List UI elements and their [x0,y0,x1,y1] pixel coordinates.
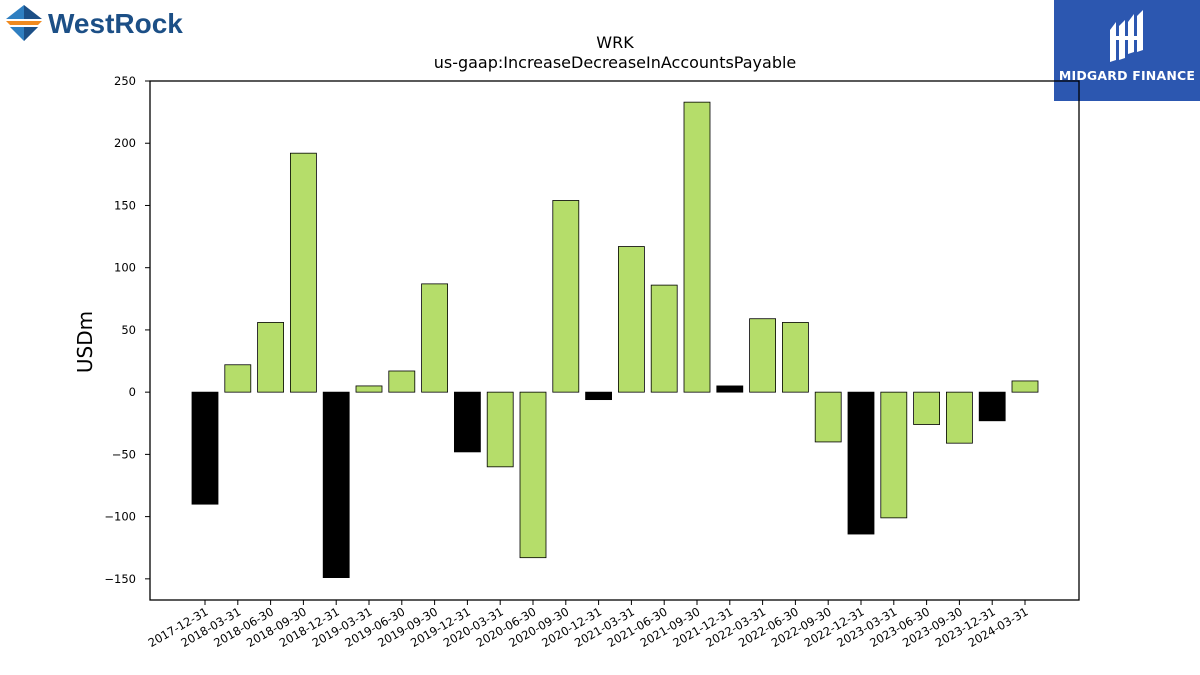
bar [289,152,317,393]
bar [913,391,940,425]
bar [880,391,908,519]
bars-group [191,101,1039,578]
bar [847,391,875,535]
bar [552,200,580,393]
bar [978,391,1006,422]
y-axis: 250 200 150 100 50 0 −50 −100 −150 [104,74,150,586]
chart-title: WRK [596,33,634,52]
bar [388,370,416,393]
bar [191,391,219,505]
bar [322,391,350,578]
bar [453,391,481,453]
bar [716,385,744,393]
bar [486,391,514,468]
westrock-wordmark: WestRock [48,8,183,39]
y-tick-label: 150 [114,198,136,212]
midgard-wordmark: MIDGARD FINANCE [1058,68,1196,83]
y-tick-label: 50 [121,323,136,337]
westrock-emblem-icon [6,5,42,41]
bar [782,322,809,393]
y-tick-label: 250 [114,74,136,88]
bar [946,391,973,444]
chart-subtitle: us-gaap:IncreaseDecreaseInAccountsPayabl… [434,53,797,72]
bar [650,284,678,393]
bar [1011,380,1039,393]
bar [585,391,612,401]
bar [421,283,449,393]
bar [257,322,285,393]
bar [683,101,711,393]
bar [355,385,383,393]
x-axis: 2017-12-312018-03-312018-06-302018-09-30… [146,600,1031,650]
midgard-emblem-icon [1110,10,1143,62]
midgard-finance-logo: MIDGARD FINANCE [1054,0,1200,101]
y-tick-label: 100 [114,261,136,275]
bar [224,364,252,393]
y-tick-label: −100 [104,510,136,524]
westrock-logo: WestRock [4,3,184,45]
y-tick-label: −150 [104,572,136,586]
bar [814,391,842,443]
y-axis-label: USDm [73,311,97,373]
y-tick-label: 0 [129,385,136,399]
y-tick-label: −50 [112,447,136,461]
bar [618,246,645,393]
bar [519,391,547,559]
bar [749,318,776,393]
y-tick-label: 200 [114,136,136,150]
plot-frame [149,80,1080,601]
